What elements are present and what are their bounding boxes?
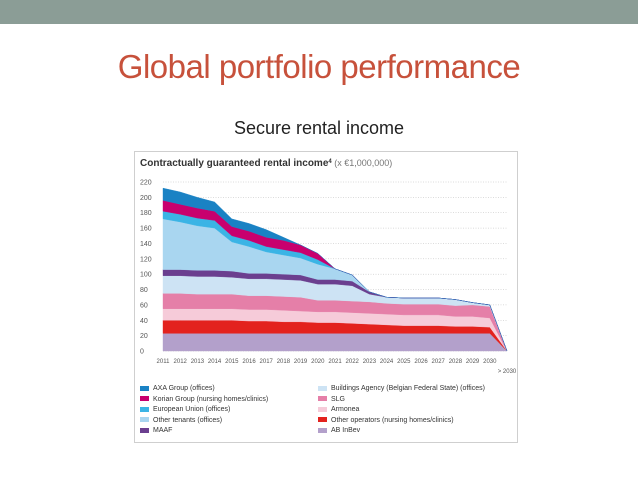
legend-item: Other tenants (offices) [140,417,222,424]
legend-label: AXA Group (offices) [153,385,215,392]
x-tick-label: 2015 [225,359,239,365]
x-tick-label: 2020 [311,359,325,365]
legend-item: SLG [318,396,345,403]
y-tick-label: 80 [140,287,148,294]
x-tick-label: 2018 [277,359,291,365]
slide-title: Global portfolio performance [117,48,521,85]
y-tick-label: 0 [140,349,144,356]
x-tick-label: 2022 [346,359,360,365]
top-bar [0,0,638,24]
y-tick-label: 140 [140,241,152,248]
legend-item: Korian Group (nursing homes/clinics) [140,396,268,403]
legend-swatch [318,406,327,412]
y-tick-label: 100 [140,272,152,279]
legend-item: Other operators (nursing homes/clinics) [318,417,454,424]
legend-label: Other operators (nursing homes/clinics) [331,416,454,424]
area-series-0 [162,333,508,352]
x-tick-label: 2019 [294,359,308,365]
x-tick-label: 2021 [328,359,342,365]
x-tick-label: 2023 [363,359,377,365]
area-series-9 [162,187,508,352]
legend-swatch [140,427,149,433]
y-tick-label: 60 [140,302,148,309]
y-tick-label: 20 [140,333,148,340]
chart-legend: AXA Group (offices) Korian Group (nursing… [135,385,517,441]
legend-item: AXA Group (offices) [140,385,215,392]
legend-swatch [318,396,327,402]
legend-item: Armonea [318,406,359,413]
chart-frame: Contractually guaranteed rental income4 … [134,151,518,443]
x-tick-label: 2030 [483,359,497,365]
x-tick-label: 2013 [191,359,205,365]
x-tick-label: 2028 [449,359,463,365]
legend-label: Other tenants (offices) [153,416,223,424]
y-tick-label: 180 [140,210,152,217]
legend-label: SLG [331,395,346,403]
legend-label: Armonea [331,406,360,413]
legend-swatch [140,396,149,402]
x-tick-label: 2026 [414,359,428,365]
x-tick-label: 2017 [260,359,274,365]
x-tick-label: 2024 [380,359,394,365]
legend-swatch [140,406,149,412]
legend-item: AB InBev [318,427,360,434]
legend-item: European Union (offices) [140,406,230,413]
x-tick-label: 2012 [174,359,188,365]
x-tick-label: 2016 [242,359,256,365]
chart-title: Contractually guaranteed rental income4 … [140,158,392,169]
legend-label: European Union (offices) [153,406,231,413]
legend-swatch [140,385,149,391]
area-chart: Contractually guaranteed rental income4 … [140,158,517,375]
x-tick-label: 2025 [397,359,411,365]
slide-subtitle: Secure rental income [233,118,405,138]
legend-item: Buildings Agency (Belgian Federal State)… [318,385,485,392]
y-tick-label: 120 [140,256,152,263]
legend-label: AB InBev [331,427,361,434]
y-tick-label: 40 [140,318,148,325]
legend-item: MAAF [140,427,172,434]
x-tick-label: 2027 [432,359,446,365]
x-tick-label-extra: > 2030 [498,369,517,375]
x-tick-label: 2014 [208,359,222,365]
legend-swatch [140,417,149,423]
legend-swatch [318,427,327,433]
legend-swatch [318,385,327,391]
y-tick-label: 220 [140,180,152,187]
legend-label: Korian Group (nursing homes/clinics) [153,395,269,403]
legend-swatch [318,417,327,423]
legend-label: Buildings Agency (Belgian Federal State)… [331,385,485,392]
x-tick-label: 2011 [157,359,171,365]
y-tick-label: 160 [140,226,152,233]
y-tick-label: 200 [140,195,152,202]
legend-label: MAAF [153,427,173,434]
x-tick-label: 2029 [466,359,480,365]
